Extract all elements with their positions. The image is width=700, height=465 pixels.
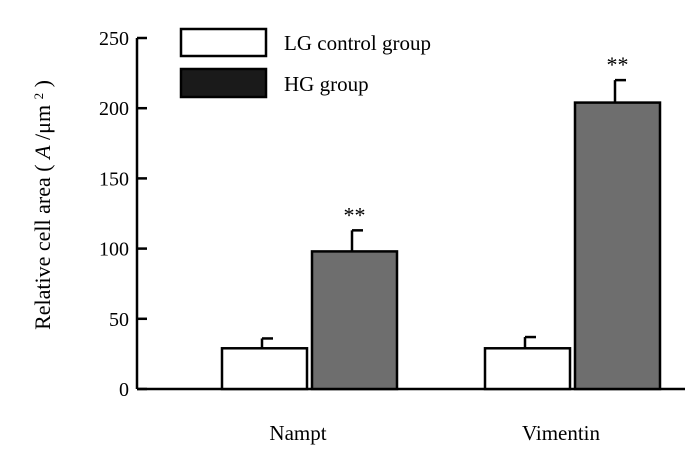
legend-swatch-lg [179, 27, 268, 58]
category-labels: Nampt Vimentin [269, 421, 600, 445]
y-tick-label: 50 [109, 309, 129, 331]
y-axis-title-main: Relative cell area [30, 177, 55, 330]
legend-swatch-hg [179, 67, 268, 99]
y-axis-title-italic: A [30, 145, 55, 161]
y-axis-title-sup: 2 [31, 93, 46, 100]
legend: LG control group HG group [179, 27, 431, 99]
y-axis-title-paren-open: ( [30, 164, 55, 171]
bar-hg-vimentin [573, 101, 662, 391]
bar-lg-vimentin [483, 347, 572, 391]
legend-label-lg: LG control group [284, 31, 431, 55]
y-ticks: 0 50 100 150 200 250 [99, 28, 147, 401]
y-tick-label: 150 [99, 168, 129, 190]
category-label-vimentin: Vimentin [522, 421, 601, 445]
y-axis-title: Relative cell area ( A /μm 2 ) [30, 80, 55, 330]
y-tick-label: 200 [99, 98, 129, 120]
y-tick-label: 0 [119, 379, 129, 401]
category-label-nampt: Nampt [269, 421, 326, 445]
y-axis-title-unit: /μm [30, 105, 55, 140]
legend-label-hg: HG group [284, 72, 369, 96]
y-tick-label: 100 [99, 239, 129, 261]
y-axis-title-paren-close: ) [30, 80, 55, 87]
significance-label: ** [344, 202, 366, 227]
bars: ** ** [220, 52, 662, 391]
bar-hg-nampt [310, 250, 399, 391]
bar-lg-nampt [220, 347, 309, 391]
significance-label: ** [607, 52, 629, 77]
y-tick-label: 250 [99, 28, 129, 50]
